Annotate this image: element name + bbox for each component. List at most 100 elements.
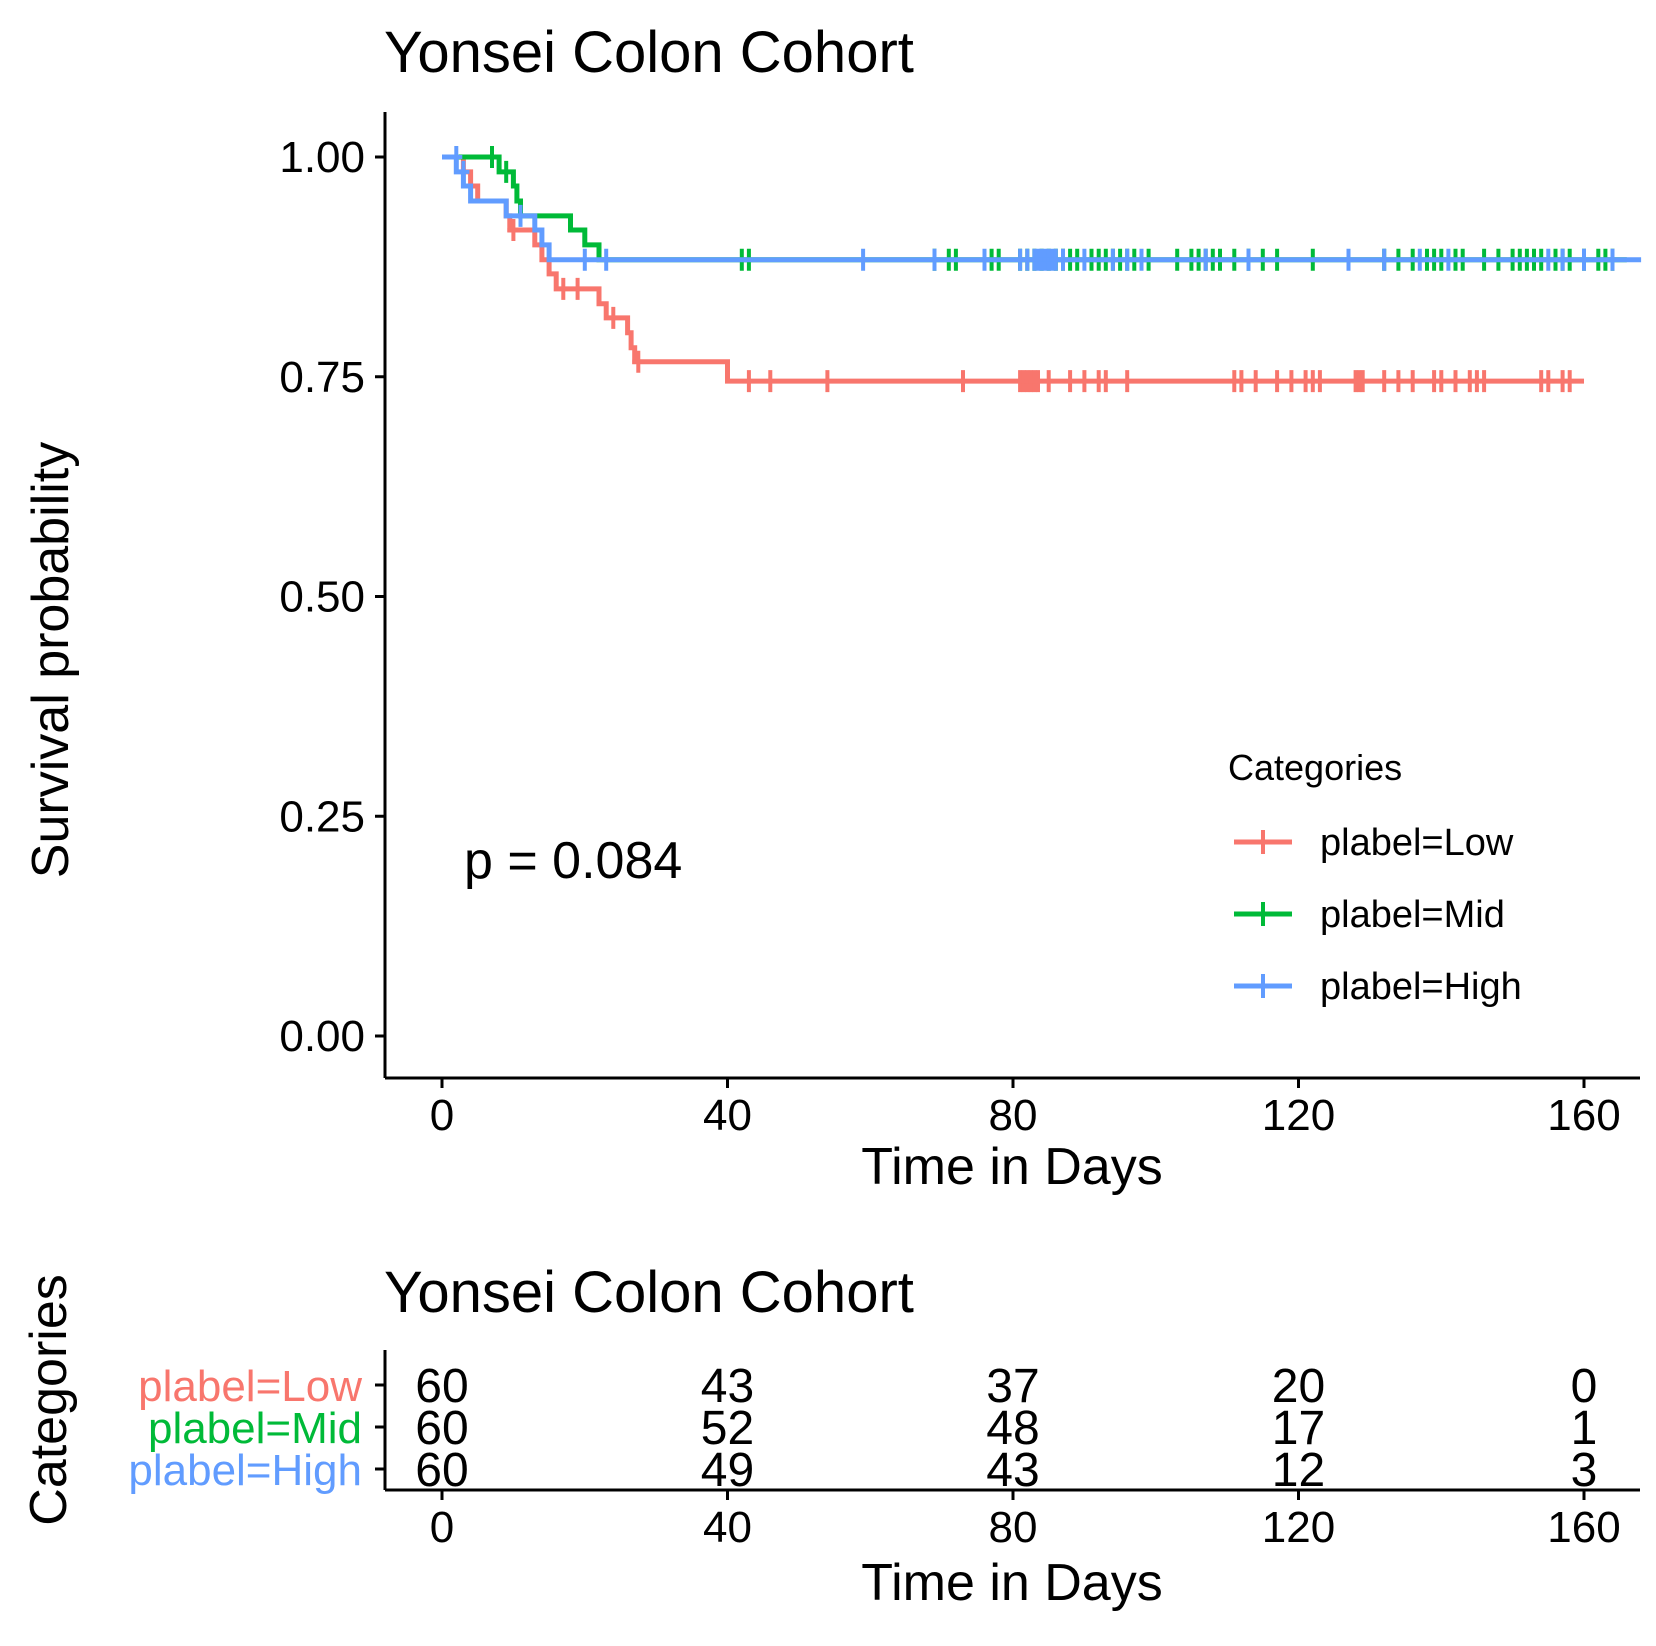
censor-mark-plabel-high	[1106, 248, 1119, 271]
series-plabel-high	[442, 146, 1642, 271]
legend-label-plabel-high: plabel=High	[1320, 966, 1522, 1008]
censor-mark-plabel-low	[1449, 370, 1462, 393]
censor-mark-plabel-low	[1478, 370, 1491, 393]
km-x-tick-label: 0	[430, 1091, 454, 1140]
censor-mark-plabel-high	[1413, 248, 1426, 271]
risk-count-plabel-mid: 17	[1272, 1402, 1325, 1455]
km-y-tick-label: 1.00	[279, 133, 365, 182]
censor-mark-plabel-low	[957, 370, 969, 393]
risk-count-plabel-low: 37	[986, 1360, 1039, 1413]
risk-x-tick-label: 120	[1262, 1503, 1335, 1552]
censor-mark-plabel-low	[571, 277, 584, 300]
censor-mark-plabel-low	[607, 306, 620, 329]
risk-row-plabel-low: plabel=Low 60 43 37 20 0	[138, 1360, 1597, 1413]
km-x-tick-label: 120	[1262, 1091, 1335, 1140]
censor-mark-plabel-high	[457, 160, 470, 183]
censor-mark-plabel-high	[1199, 248, 1212, 271]
censor-mark-plabel-low	[1121, 370, 1134, 393]
censor-mark-plabel-low	[1406, 370, 1419, 393]
censor-mark-plabel-low	[1563, 370, 1576, 393]
censor-mark-plabel-low	[1042, 370, 1055, 393]
censor-mark-plabel-low	[764, 370, 777, 393]
risk-count-plabel-high: 3	[1571, 1444, 1598, 1497]
series-plabel-low	[442, 154, 1584, 393]
censor-mark-plabel-high	[928, 248, 941, 271]
censor-mark-plabel-high	[1606, 248, 1619, 271]
survival-curve-plabel-mid	[442, 154, 1627, 263]
censor-mark-plabel-low	[1313, 370, 1326, 393]
censor-mark-plabel-low	[1271, 370, 1284, 393]
risk-row-plabel-mid: plabel=Mid 60 52 48 17 1	[148, 1402, 1597, 1455]
km-x-tick-label: 40	[703, 1091, 752, 1140]
censor-mark-plabel-low	[557, 277, 570, 300]
censor-mark-plabel-high	[514, 204, 527, 227]
risk-table-panel: Yonsei Colon Cohort Categories Time in D…	[20, 1260, 1640, 1612]
censor-mark-plabel-high	[1442, 248, 1455, 271]
risk-y-axis-title: Categories	[20, 1274, 78, 1525]
risk-x-axis-title: Time in Days	[861, 1554, 1162, 1612]
censor-mark-plabel-low	[821, 370, 834, 393]
risk-axes: 0 40 80 120 160	[375, 1350, 1640, 1552]
censor-mark-plabel-high	[1078, 248, 1091, 271]
censor-mark-plabel-low	[1542, 370, 1555, 393]
risk-x-tick-label: 80	[989, 1503, 1038, 1552]
censor-mark-plabel-low	[632, 350, 645, 373]
km-y-tick-label: 0.50	[279, 573, 365, 622]
censor-mark-plabel-low	[1392, 370, 1405, 393]
censor-mark-plabel-low	[1078, 370, 1091, 393]
legend-label-plabel-mid: plabel=Mid	[1320, 894, 1505, 936]
legend-title: Categories	[1228, 747, 1402, 788]
risk-count-plabel-high: 60	[415, 1444, 468, 1497]
legend-item-plabel-high: plabel=High	[1234, 966, 1522, 1008]
km-x-axis-title: Time in Days	[861, 1138, 1162, 1196]
legend-label-plabel-low: plabel=Low	[1320, 822, 1514, 864]
risk-count-plabel-low: 0	[1571, 1360, 1598, 1413]
risk-row-plabel-high: plabel=High 60 49 43 12 3	[128, 1444, 1597, 1497]
km-axes: 0.00 0.25 0.50 0.75 1.00 0 40 80 120 160	[279, 112, 1640, 1140]
km-y-tick-label: 0.75	[279, 353, 365, 402]
censor-mark-plabel-high	[1542, 248, 1555, 271]
survival-curve-plabel-high	[442, 154, 1642, 263]
censor-mark-plabel-low	[1032, 370, 1044, 393]
risk-count-plabel-mid: 1	[1571, 1402, 1598, 1455]
censor-mark-plabel-high	[578, 248, 591, 271]
risk-x-tick-label: 0	[430, 1503, 454, 1552]
censor-mark-plabel-low	[1064, 370, 1077, 393]
censor-mark-plabel-high	[1556, 248, 1569, 271]
risk-count-plabel-low: 43	[701, 1360, 754, 1413]
km-y-tick-label: 0.00	[279, 1012, 365, 1061]
km-y-tick-label: 0.25	[279, 792, 365, 841]
risk-x-tick-label: 40	[703, 1503, 752, 1552]
legend-item-plabel-mid: plabel=Mid	[1234, 894, 1505, 936]
km-x-tick-label: 80	[989, 1091, 1038, 1140]
censor-mark-plabel-high	[1378, 248, 1391, 271]
risk-count-plabel-high: 43	[986, 1444, 1039, 1497]
risk-table-title: Yonsei Colon Cohort	[384, 1260, 914, 1325]
km-plot-panel: Yonsei Colon Cohort Survival probability…	[22, 20, 1642, 1196]
censor-mark-plabel-high	[1578, 248, 1590, 271]
censor-mark-plabel-high	[1057, 248, 1069, 271]
legend-item-plabel-low: plabel=Low	[1234, 822, 1514, 864]
p-value-annotation: p = 0.084	[464, 832, 682, 890]
censor-mark-plabel-high	[1135, 248, 1148, 271]
km-curves	[442, 146, 1642, 393]
km-x-tick-label: 160	[1547, 1091, 1620, 1140]
censor-mark-plabel-high	[600, 248, 613, 271]
censor-mark-plabel-low	[1378, 370, 1391, 393]
censor-mark-plabel-low	[1249, 370, 1262, 393]
risk-row-label-plabel-mid: plabel=Mid	[148, 1404, 362, 1453]
censor-mark-plabel-low	[1356, 370, 1369, 393]
censor-mark-plabel-high	[450, 146, 463, 168]
km-legend: Categories plabel=Low plabel=Mid plabel=Hi…	[1228, 747, 1522, 1008]
km-plot-title: Yonsei Colon Cohort	[384, 20, 914, 85]
risk-count-plabel-mid: 60	[415, 1402, 468, 1455]
risk-count-plabel-low: 20	[1272, 1360, 1325, 1413]
risk-row-label-plabel-high: plabel=High	[128, 1446, 362, 1495]
censor-mark-plabel-mid	[486, 146, 498, 168]
risk-count-plabel-high: 49	[701, 1444, 754, 1497]
censor-mark-plabel-high	[857, 248, 870, 271]
risk-count-plabel-low: 60	[415, 1360, 468, 1413]
censor-mark-plabel-high	[978, 248, 991, 271]
